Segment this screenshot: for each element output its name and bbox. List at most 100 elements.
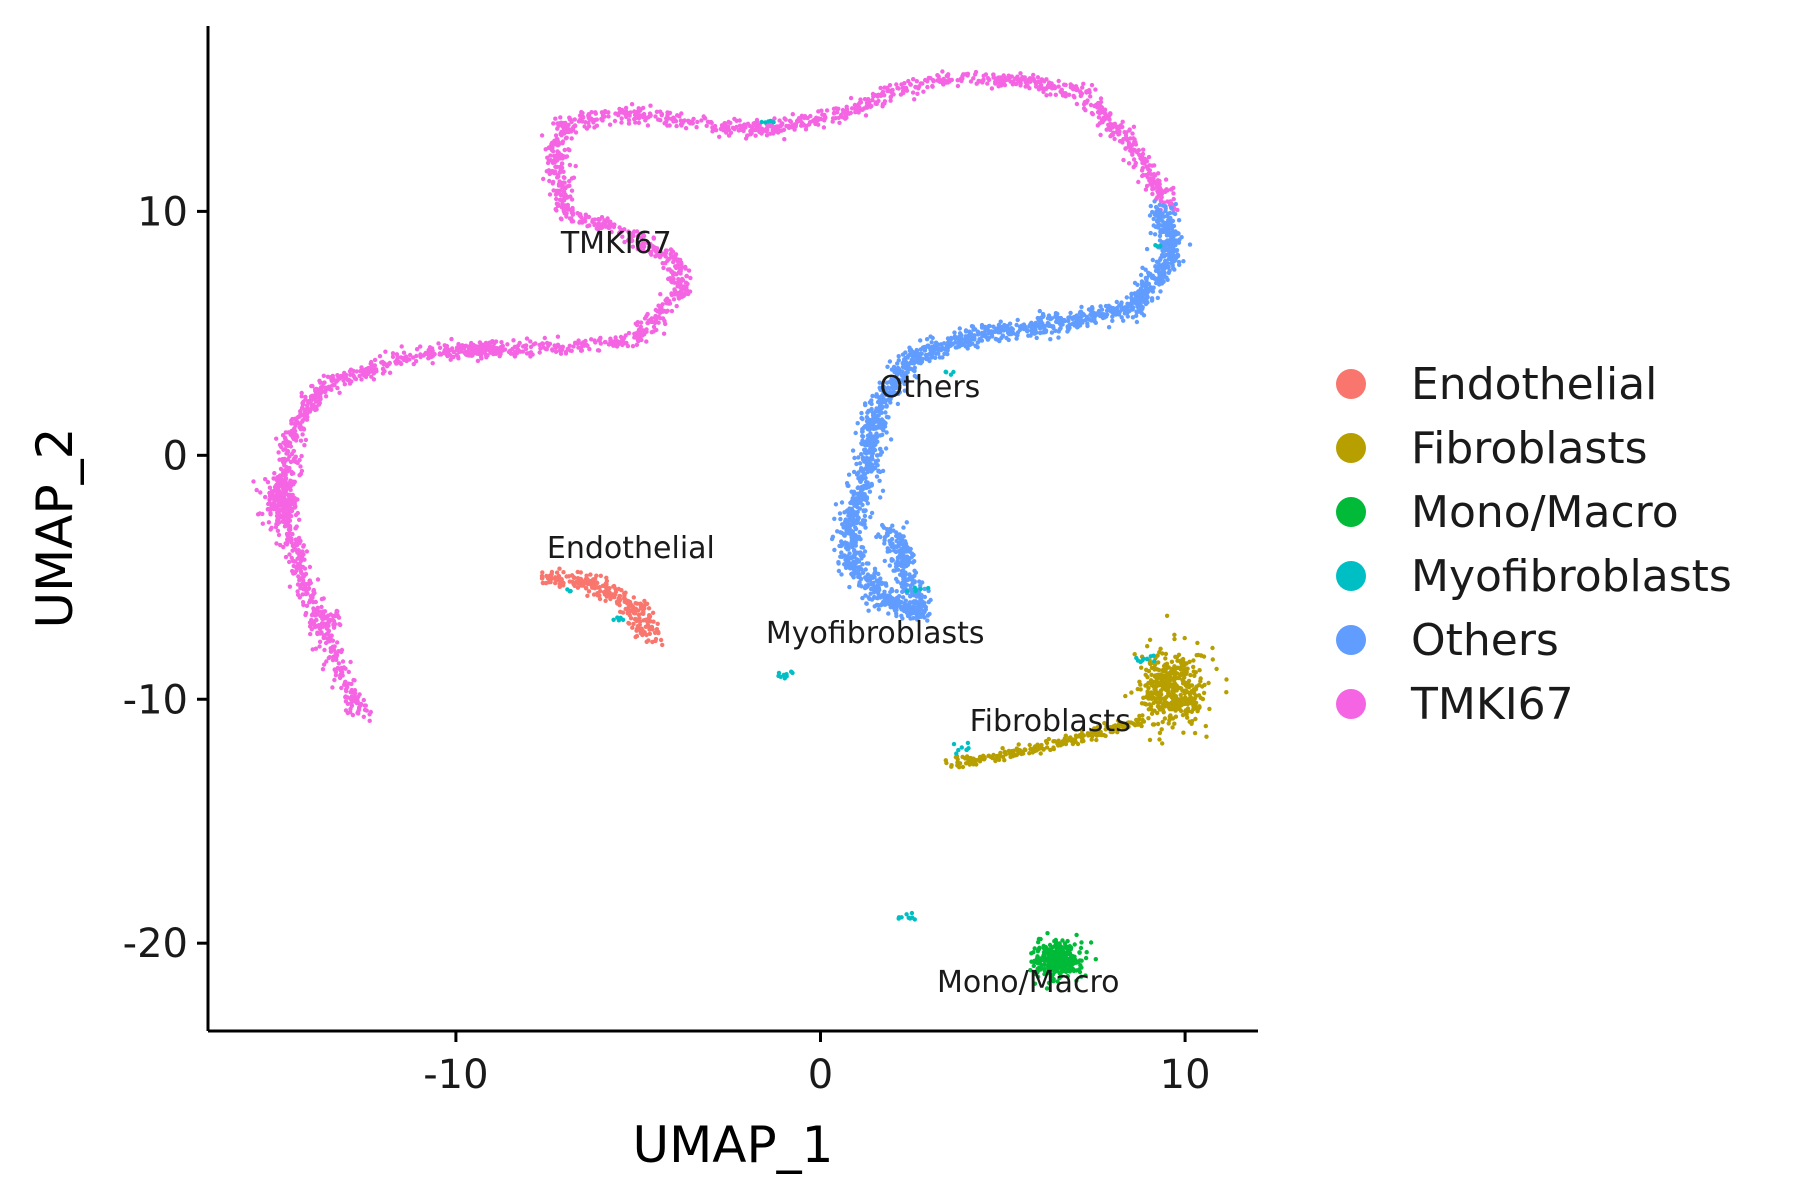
- data-point: [287, 525, 293, 531]
- data-point: [669, 308, 675, 314]
- data-point: [282, 473, 288, 478]
- data-point: [887, 538, 892, 544]
- data-point: [877, 478, 882, 483]
- data-point: [524, 336, 530, 341]
- data-point: [878, 534, 883, 540]
- data-point: [636, 338, 641, 344]
- data-point: [888, 437, 894, 442]
- data-point: [870, 410, 876, 416]
- data-point: [867, 408, 872, 414]
- data-point: [1090, 112, 1096, 117]
- data-point: [901, 542, 906, 547]
- data-point: [857, 461, 863, 466]
- data-point: [587, 346, 592, 352]
- data-point: [870, 393, 875, 399]
- data-point: [298, 585, 303, 591]
- data-point: [1014, 81, 1019, 87]
- data-point: [724, 130, 729, 135]
- data-point: [872, 417, 877, 422]
- data-point: [764, 133, 770, 138]
- data-point: [1151, 216, 1156, 222]
- data-point: [1001, 328, 1006, 333]
- data-point: [908, 583, 913, 588]
- data-point: [1197, 705, 1202, 710]
- data-point: [631, 230, 636, 236]
- data-point: [852, 455, 857, 461]
- data-point: [342, 382, 347, 387]
- data-point: [663, 298, 668, 303]
- data-point: [679, 286, 684, 291]
- data-point: [637, 246, 643, 251]
- data-point: [955, 78, 960, 83]
- data-point: [981, 753, 986, 758]
- data-point: [1153, 204, 1159, 210]
- data-point: [704, 123, 709, 128]
- data-point: [1202, 682, 1207, 688]
- data-point: [738, 127, 744, 132]
- data-point: [569, 348, 574, 353]
- data-point: [278, 466, 284, 472]
- data-point: [885, 397, 891, 402]
- data-point: [1150, 163, 1155, 168]
- data-point: [648, 103, 653, 108]
- data-point: [1163, 222, 1169, 227]
- data-point: [926, 75, 931, 81]
- data-point: [907, 352, 912, 358]
- data-point: [965, 73, 970, 78]
- data-point: [561, 169, 566, 174]
- data-point: [889, 89, 894, 94]
- data-point: [1154, 213, 1159, 218]
- data-point: [331, 625, 337, 630]
- data-point: [537, 350, 542, 355]
- data-point: [1173, 201, 1179, 207]
- data-point: [319, 596, 325, 602]
- data-point: [287, 504, 292, 509]
- data-point: [289, 418, 294, 423]
- data-point: [634, 333, 640, 338]
- data-point: [398, 355, 404, 360]
- data-point: [451, 354, 456, 360]
- data-point: [1147, 637, 1153, 642]
- data-point: [257, 511, 262, 516]
- data-point: [1121, 157, 1126, 163]
- data-point: [330, 383, 335, 388]
- data-point: [384, 364, 390, 369]
- data-point: [851, 492, 856, 497]
- data-point: [654, 246, 660, 251]
- data-point: [936, 351, 941, 356]
- data-point: [1143, 187, 1149, 192]
- data-point: [1138, 272, 1144, 278]
- data-point: [567, 179, 572, 184]
- data-point: [1169, 206, 1174, 211]
- data-point: [1210, 645, 1215, 651]
- data-point: [899, 605, 904, 610]
- data-point: [675, 258, 680, 264]
- data-point: [263, 477, 268, 482]
- data-point: [1048, 84, 1054, 90]
- data-point: [583, 212, 588, 217]
- data-point: [1015, 317, 1020, 323]
- data-point: [777, 118, 782, 123]
- data-point: [922, 344, 927, 350]
- data-point: [299, 468, 305, 474]
- data-point: [287, 584, 293, 589]
- data-point: [555, 121, 560, 126]
- data-point: [555, 201, 561, 207]
- data-point: [1074, 101, 1080, 107]
- data-point: [1097, 103, 1103, 109]
- data-point: [1158, 217, 1164, 223]
- data-point: [782, 116, 787, 121]
- data-point: [276, 532, 282, 538]
- data-point: [585, 224, 590, 229]
- data-point: [318, 385, 324, 390]
- data-point: [1028, 333, 1033, 338]
- data-point: [896, 86, 901, 91]
- data-point: [899, 554, 904, 559]
- data-point: [282, 463, 287, 468]
- data-point: [294, 548, 299, 553]
- data-point: [1067, 325, 1072, 331]
- data-point: [884, 380, 890, 385]
- data-point: [592, 217, 597, 222]
- data-point: [877, 403, 883, 408]
- data-point: [281, 512, 287, 517]
